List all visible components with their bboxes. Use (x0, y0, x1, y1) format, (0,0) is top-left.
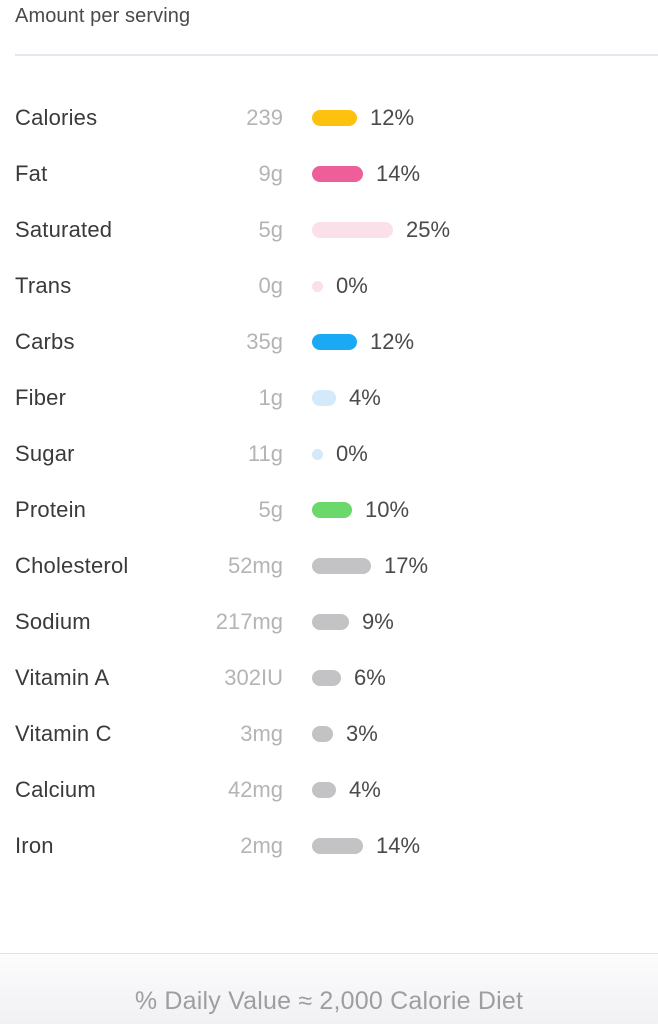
panel-header: Amount per serving (0, 0, 658, 54)
nutrient-row: Carbs 35g 12% (0, 314, 658, 370)
nutrient-row: Vitamin C 3mg 3% (0, 706, 658, 762)
nutrient-value: 9g (258, 161, 283, 186)
percent-bar-group: 4% (312, 385, 381, 411)
nutrient-percent: 10% (365, 497, 410, 522)
percent-bar (312, 782, 336, 798)
nutrient-label: Sodium (15, 609, 91, 634)
percent-bar (312, 390, 336, 406)
percent-bar (312, 614, 349, 630)
nutrient-value: 5g (258, 497, 283, 522)
nutrient-row: Protein 5g 10% (0, 482, 658, 538)
nutrient-value: 11g (247, 441, 283, 466)
percent-bar (312, 670, 341, 686)
nutrient-value: 2mg (240, 833, 283, 858)
percent-bar (312, 110, 357, 126)
percent-bar-group: 9% (312, 609, 394, 635)
nutrient-value: 239 (246, 105, 283, 130)
nutrient-row: Fat 9g 14% (0, 146, 658, 202)
nutrient-percent: 14% (376, 833, 421, 858)
nutrient-value: 5g (258, 217, 283, 242)
nutrient-row: Iron 2mg 14% (0, 818, 658, 874)
nutrient-row: Calories 239 12% (0, 90, 658, 146)
percent-bar-group: 4% (312, 777, 381, 803)
nutrient-table: Calories 239 12% Fat 9g 14% Saturated 5g 25% Tran… (0, 56, 658, 874)
percent-bar (312, 334, 357, 350)
nutrient-percent: 12% (370, 329, 415, 354)
nutrient-percent: 17% (384, 553, 429, 578)
nutrient-label: Fiber (15, 385, 67, 410)
nutrient-label: Fat (15, 161, 48, 186)
panel-footer: % Daily Value ≈ 2,000 Calorie Diet (0, 953, 658, 1024)
nutrient-value: 52mg (227, 553, 283, 578)
percent-bar-group: 17% (312, 553, 428, 579)
percent-bar (312, 726, 333, 742)
nutrient-value: 3mg (240, 721, 283, 746)
nutrient-label: Calcium (15, 777, 96, 802)
nutrient-label: Carbs (15, 329, 75, 354)
percent-bar (312, 280, 323, 292)
percent-bar (312, 558, 371, 574)
nutrient-percent: 14% (376, 161, 421, 186)
percent-bar-group: 6% (312, 665, 386, 691)
percent-bar (312, 222, 393, 238)
nutrient-percent: 12% (370, 105, 415, 130)
nutrient-row: Vitamin A 302IU 6% (0, 650, 658, 706)
nutrient-row: Fiber 1g 4% (0, 370, 658, 426)
nutrient-label: Trans (15, 273, 72, 298)
nutrient-label: Saturated (15, 217, 113, 242)
nutrient-percent: 0% (336, 441, 368, 466)
amount-per-serving-title: Amount per serving (15, 5, 191, 27)
daily-value-note: % Daily Value ≈ 2,000 Calorie Diet (134, 986, 524, 1015)
nutrient-label: Cholesterol (15, 553, 129, 578)
nutrient-row: Sugar 11g 0% (0, 426, 658, 482)
nutrient-row: Calcium 42mg 4% (0, 762, 658, 818)
percent-bar-group: 14% (312, 833, 420, 859)
percent-bar-group: 12% (312, 105, 414, 131)
nutrient-percent: 0% (336, 273, 368, 298)
header-divider (15, 54, 658, 56)
nutrient-label: Calories (15, 105, 98, 130)
percent-bar-group: 14% (312, 161, 420, 187)
percent-bar-group: 0% (312, 441, 368, 467)
nutrient-value: 42mg (227, 777, 283, 802)
nutrient-value: 35g (246, 329, 283, 354)
nutrient-row: Cholesterol 52mg 17% (0, 538, 658, 594)
nutrient-percent: 4% (349, 777, 381, 802)
nutrient-value: 302IU (224, 665, 283, 690)
percent-bar (312, 166, 363, 182)
percent-bar-group: 10% (312, 497, 409, 523)
percent-bar (312, 502, 352, 518)
nutrient-label: Vitamin C (15, 721, 112, 746)
nutrient-percent: 9% (362, 609, 394, 634)
nutrient-row: Trans 0g 0% (0, 258, 658, 314)
nutrient-label: Protein (15, 497, 87, 522)
nutrient-label: Iron (15, 833, 54, 858)
nutrient-value: 217mg (215, 609, 283, 634)
percent-bar (312, 448, 323, 460)
nutrient-percent: 6% (354, 665, 386, 690)
percent-bar-group: 25% (312, 217, 450, 243)
nutrient-row: Saturated 5g 25% (0, 202, 658, 258)
nutrient-label: Sugar (15, 441, 75, 466)
nutrient-percent: 4% (349, 385, 381, 410)
percent-bar-group: 0% (312, 273, 368, 299)
nutrient-percent: 25% (406, 217, 451, 242)
percent-bar (312, 838, 363, 854)
nutrient-percent: 3% (346, 721, 378, 746)
nutrient-row: Sodium 217mg 9% (0, 594, 658, 650)
nutrient-value: 1g (258, 385, 283, 410)
percent-bar-group: 3% (312, 721, 378, 747)
nutrient-label: Vitamin A (15, 665, 110, 690)
nutrient-value: 0g (258, 273, 283, 298)
percent-bar-group: 12% (312, 329, 414, 355)
